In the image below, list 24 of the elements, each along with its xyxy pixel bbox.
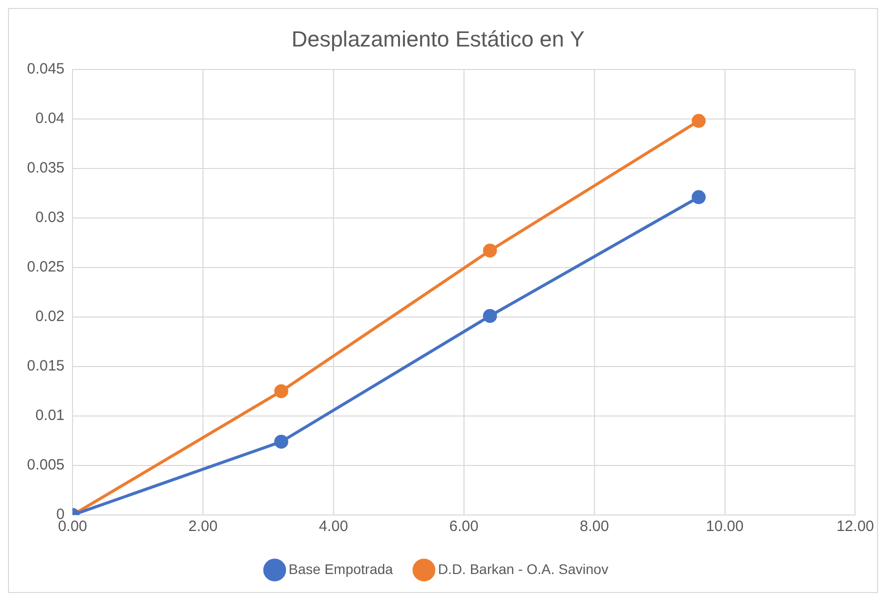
- y-tick-label: 0.02: [35, 308, 65, 326]
- x-tick-label: 4.00: [318, 518, 348, 536]
- x-tick-label: 12.00: [836, 518, 874, 536]
- y-tick-label: 0.015: [26, 358, 65, 375]
- y-tick-label: 0.005: [26, 456, 65, 474]
- y-tick-label: 0.04: [35, 110, 65, 128]
- x-tick-label: 6.00: [449, 518, 478, 536]
- y-tick-label: 0.01: [35, 407, 65, 424]
- point: [482, 308, 497, 323]
- point: [692, 114, 706, 128]
- point: [274, 384, 288, 398]
- chart-title: Desplazamiento Estático en Y: [291, 26, 585, 52]
- legend-label: D.D. Barkan - O.A. Savinov: [438, 560, 608, 577]
- x-tick-label: 8.00: [580, 518, 609, 536]
- y-tick-label: 0.025: [26, 258, 65, 276]
- point: [482, 244, 497, 258]
- x-tick-label: 2.00: [188, 518, 218, 536]
- legend-label: Base Empotrada: [288, 560, 394, 577]
- y-tick-label: 0.03: [35, 209, 65, 226]
- x-tick-label: 10.00: [706, 518, 744, 536]
- y-tick-label: 0.035: [26, 160, 65, 177]
- point: [274, 434, 288, 449]
- point: [692, 190, 706, 204]
- y-tick-label: 0.045: [26, 60, 65, 78]
